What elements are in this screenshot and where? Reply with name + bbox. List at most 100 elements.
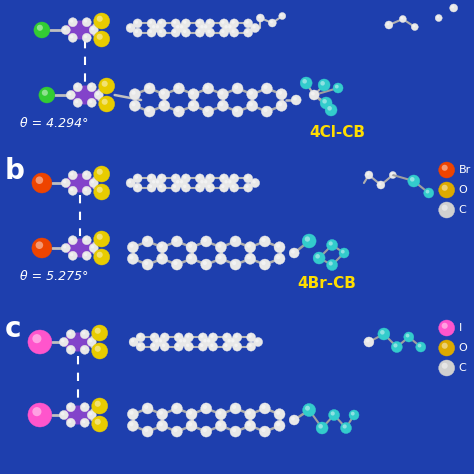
Circle shape [246, 30, 249, 33]
Circle shape [244, 28, 253, 37]
Circle shape [268, 19, 276, 27]
Circle shape [152, 335, 155, 338]
Circle shape [160, 333, 169, 342]
Circle shape [203, 106, 214, 117]
Circle shape [80, 330, 89, 339]
Circle shape [247, 422, 251, 426]
Ellipse shape [76, 90, 94, 100]
Circle shape [99, 96, 115, 112]
Circle shape [142, 403, 153, 414]
Circle shape [276, 89, 287, 100]
Circle shape [249, 91, 253, 95]
Circle shape [61, 26, 70, 35]
Text: Br: Br [459, 165, 471, 175]
Circle shape [99, 78, 115, 94]
Circle shape [255, 339, 259, 342]
Circle shape [200, 180, 204, 183]
Circle shape [135, 185, 138, 188]
Circle shape [129, 422, 134, 426]
Circle shape [232, 405, 236, 409]
Circle shape [128, 180, 131, 183]
Circle shape [146, 85, 150, 89]
Circle shape [68, 33, 77, 42]
Circle shape [183, 30, 186, 33]
Circle shape [389, 172, 396, 179]
Circle shape [276, 422, 280, 426]
Circle shape [171, 174, 180, 183]
Circle shape [28, 403, 52, 427]
Circle shape [274, 409, 285, 419]
Circle shape [223, 24, 232, 33]
Circle shape [186, 253, 197, 264]
Circle shape [218, 410, 221, 415]
Circle shape [207, 175, 210, 179]
Circle shape [129, 244, 134, 248]
Circle shape [261, 405, 265, 409]
Circle shape [173, 20, 176, 24]
Circle shape [218, 100, 228, 111]
Circle shape [206, 19, 215, 28]
Circle shape [198, 342, 207, 351]
Circle shape [97, 252, 103, 258]
Circle shape [175, 108, 180, 112]
Circle shape [264, 85, 267, 89]
Circle shape [159, 20, 162, 24]
Circle shape [172, 403, 182, 414]
Circle shape [97, 187, 103, 193]
Circle shape [219, 28, 228, 37]
Circle shape [42, 90, 48, 96]
Circle shape [162, 344, 165, 347]
Circle shape [228, 25, 232, 28]
Circle shape [68, 18, 77, 27]
Circle shape [82, 236, 91, 245]
Circle shape [131, 339, 134, 342]
Circle shape [426, 190, 429, 193]
Circle shape [144, 238, 148, 242]
Circle shape [244, 174, 253, 183]
Circle shape [172, 236, 182, 247]
Circle shape [171, 183, 180, 192]
Circle shape [173, 106, 184, 117]
Circle shape [87, 98, 96, 107]
Circle shape [70, 172, 73, 176]
Circle shape [215, 242, 227, 253]
Ellipse shape [66, 239, 94, 257]
Circle shape [201, 426, 212, 437]
Circle shape [418, 344, 421, 347]
Circle shape [133, 183, 142, 192]
Circle shape [128, 409, 138, 419]
Ellipse shape [66, 21, 94, 39]
Circle shape [201, 403, 212, 414]
Circle shape [68, 331, 72, 335]
Circle shape [84, 172, 87, 176]
Circle shape [144, 106, 155, 117]
Circle shape [152, 344, 155, 347]
Circle shape [224, 344, 228, 347]
Circle shape [95, 419, 101, 425]
Circle shape [219, 91, 224, 95]
Circle shape [259, 259, 270, 270]
Circle shape [75, 100, 78, 103]
Circle shape [248, 344, 252, 347]
Circle shape [341, 250, 345, 254]
Circle shape [84, 19, 87, 23]
Circle shape [231, 339, 235, 342]
Circle shape [97, 16, 103, 22]
Circle shape [201, 259, 212, 270]
Circle shape [221, 185, 225, 188]
Circle shape [89, 84, 92, 88]
Circle shape [162, 335, 165, 338]
Circle shape [228, 180, 232, 183]
Circle shape [159, 422, 163, 426]
Circle shape [84, 188, 87, 191]
Circle shape [234, 108, 238, 112]
Circle shape [325, 104, 337, 116]
Circle shape [442, 185, 448, 191]
Circle shape [201, 337, 210, 346]
Circle shape [328, 410, 339, 420]
Circle shape [96, 92, 99, 95]
Circle shape [84, 237, 87, 241]
Circle shape [439, 162, 455, 178]
Circle shape [68, 251, 77, 260]
Circle shape [439, 340, 455, 356]
